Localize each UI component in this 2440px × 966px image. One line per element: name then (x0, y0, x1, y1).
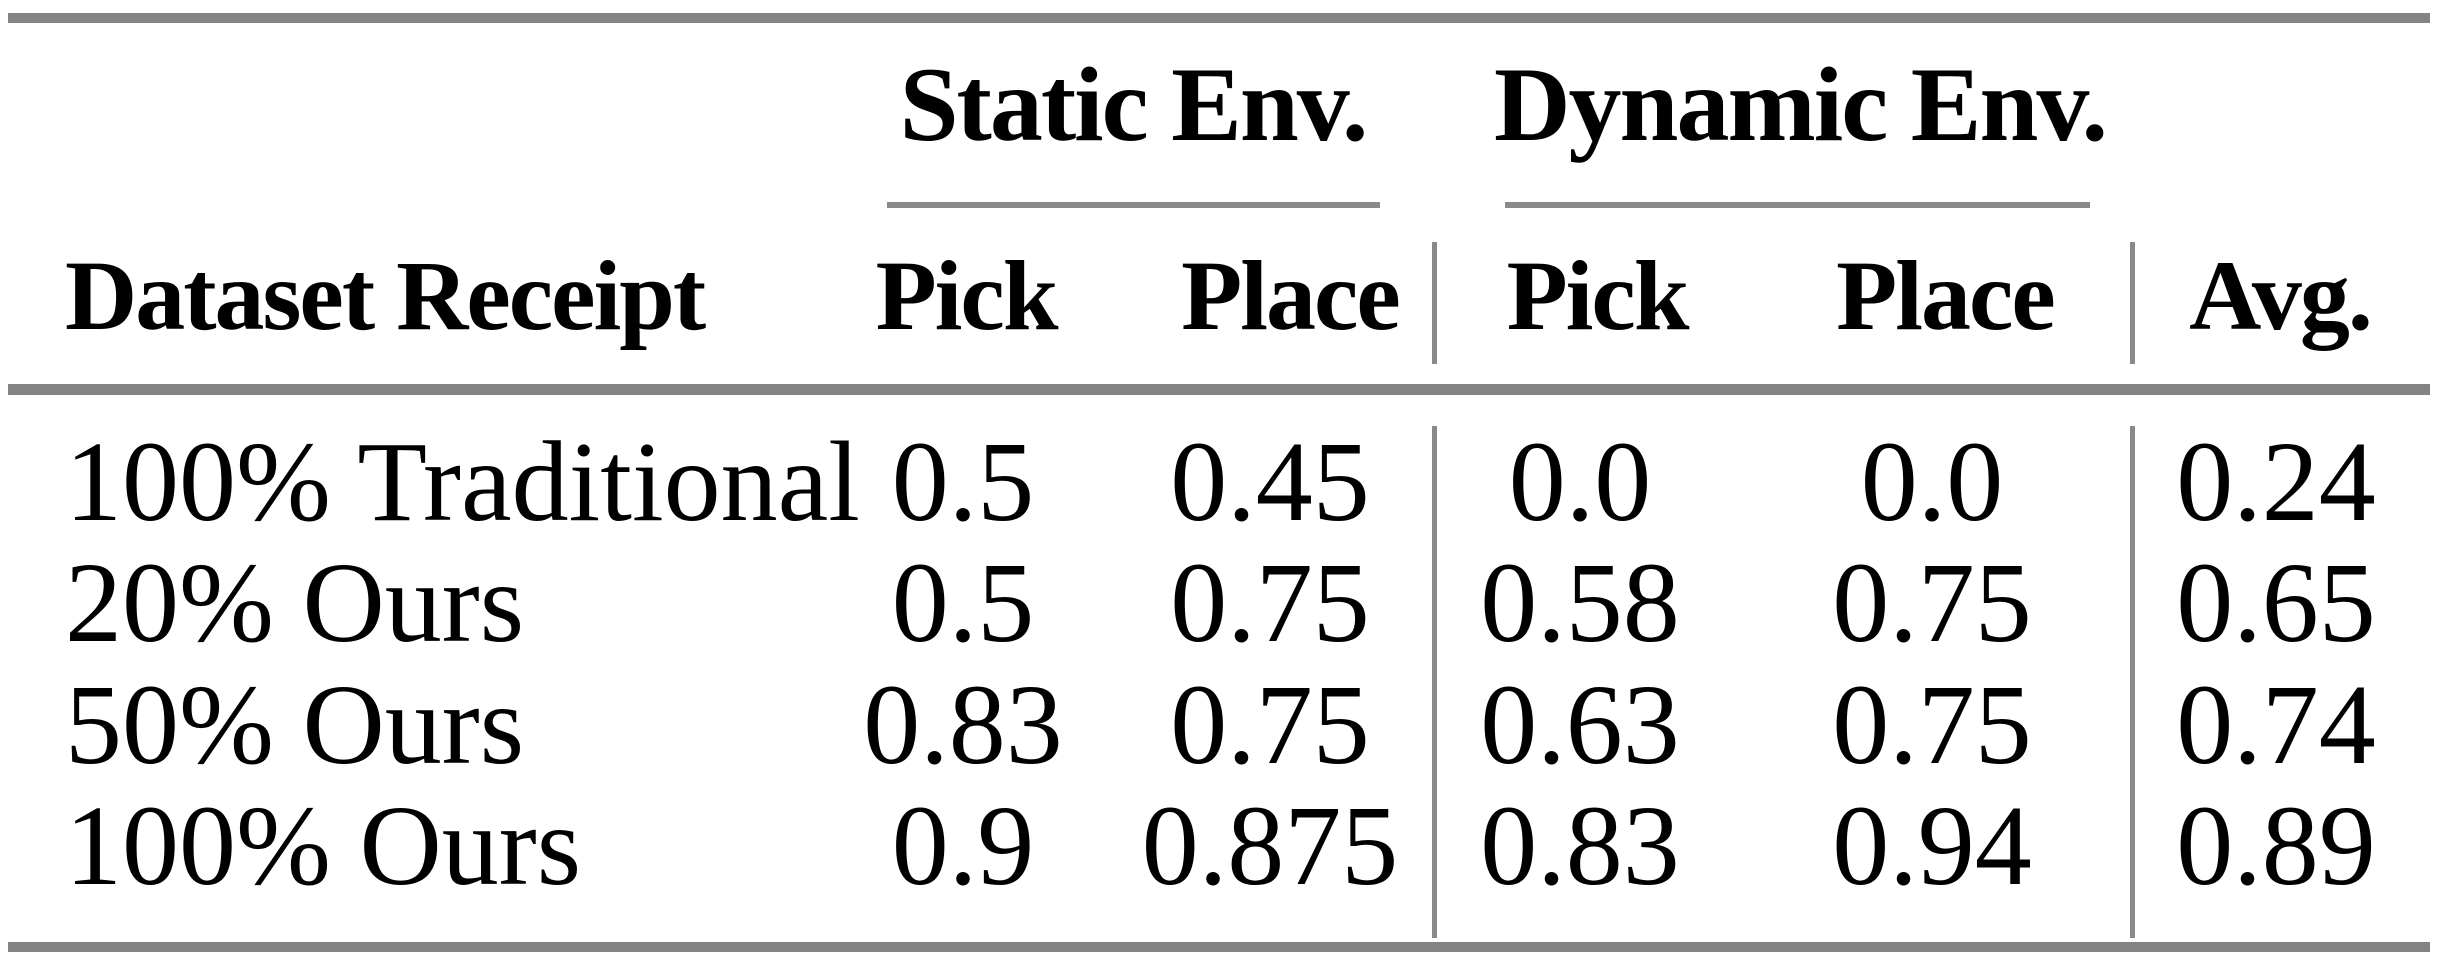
header-dynamic-place: Place (1836, 240, 2056, 351)
cell-static-place: 0.45 (1170, 418, 1370, 545)
row-label: 100% Traditional (65, 418, 860, 545)
top-rule (8, 13, 2430, 23)
header-static-pick: Pick (875, 240, 1059, 351)
cell-dynamic-pick: 0.83 (1480, 782, 1680, 909)
cell-static-pick: 0.9 (891, 782, 1035, 909)
cell-static-place: 0.75 (1170, 661, 1370, 788)
header-avg: Avg. (2189, 240, 2373, 351)
cell-avg: 0.74 (2176, 661, 2376, 788)
cell-avg: 0.65 (2176, 539, 2376, 666)
cell-dynamic-place: 0.94 (1832, 782, 2032, 909)
cell-static-place: 0.875 (1141, 782, 1399, 909)
cell-static-pick: 0.5 (891, 418, 1035, 545)
column-separator-2 (2130, 426, 2135, 938)
spanner-dynamic-env: Dynamic Env. (1493, 46, 2108, 163)
cell-static-pick: 0.83 (863, 661, 1063, 788)
row-label: 20% Ours (65, 539, 525, 666)
cell-dynamic-place: 0.75 (1832, 539, 2032, 666)
static-env-cmidrule (887, 202, 1380, 208)
header-dataset-receipt: Dataset Receipt (65, 240, 706, 351)
header-dynamic-pick: Pick (1506, 240, 1690, 351)
header-static-place: Place (1181, 240, 1401, 351)
cell-dynamic-pick: 0.58 (1480, 539, 1680, 666)
cell-avg: 0.24 (2176, 418, 2376, 545)
column-separator-1 (1432, 426, 1437, 938)
dynamic-env-cmidrule (1505, 202, 2090, 208)
bottom-rule (8, 942, 2430, 952)
column-separator-2 (2130, 242, 2135, 364)
cell-dynamic-pick: 0.63 (1480, 661, 1680, 788)
cell-static-pick: 0.5 (891, 539, 1035, 666)
header-midrule (8, 384, 2430, 395)
row-label: 50% Ours (65, 661, 525, 788)
cell-static-place: 0.75 (1170, 539, 1370, 666)
row-label: 100% Ours (65, 782, 582, 909)
spanner-static-env: Static Env. (899, 46, 1369, 163)
column-separator-1 (1432, 242, 1437, 364)
cell-avg: 0.89 (2176, 782, 2376, 909)
cell-dynamic-pick: 0.0 (1508, 418, 1652, 545)
cell-dynamic-place: 0.75 (1832, 661, 2032, 788)
cell-dynamic-place: 0.0 (1860, 418, 2004, 545)
